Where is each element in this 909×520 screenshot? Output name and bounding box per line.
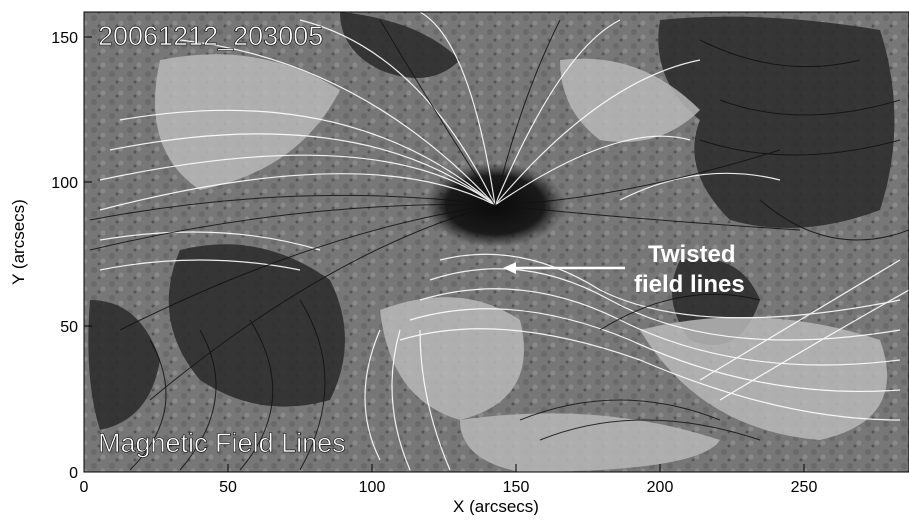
annotation-arrow xyxy=(503,262,625,274)
x-axis xyxy=(83,464,805,472)
annotation-label-line2: field lines xyxy=(634,271,745,298)
y-tick-label: 50 xyxy=(60,319,78,336)
dark-polarity-regions xyxy=(88,12,895,430)
x-tick-label: 100 xyxy=(359,479,386,496)
y-axis-label: Y (arcsecs) xyxy=(9,199,28,285)
image-title-label: Magnetic Field Lines xyxy=(98,428,346,458)
x-axis-label: X (arcsecs) xyxy=(453,497,539,515)
x-tick-label: 0 xyxy=(80,479,89,496)
x-tick-label: 200 xyxy=(647,479,674,496)
y-tick-label: 100 xyxy=(51,175,78,192)
y-tick-label: 0 xyxy=(69,465,78,482)
y-axis xyxy=(84,36,92,473)
light-polarity-regions xyxy=(155,54,888,472)
timestamp-label: 20061212_203005 xyxy=(98,21,323,51)
x-tick-label: 150 xyxy=(503,479,530,496)
x-tick-label: 250 xyxy=(791,479,818,496)
y-tick-label: 150 xyxy=(51,30,78,47)
x-tick-label: 50 xyxy=(219,479,237,496)
black-field-lines xyxy=(89,19,909,471)
annotation-label-line1: Twisted xyxy=(648,241,736,268)
plot-frame xyxy=(83,11,909,473)
magnetogram-image: 20061212_203005 Magnetic Field Lines Twi… xyxy=(84,12,909,472)
white-field-lines xyxy=(99,12,909,471)
